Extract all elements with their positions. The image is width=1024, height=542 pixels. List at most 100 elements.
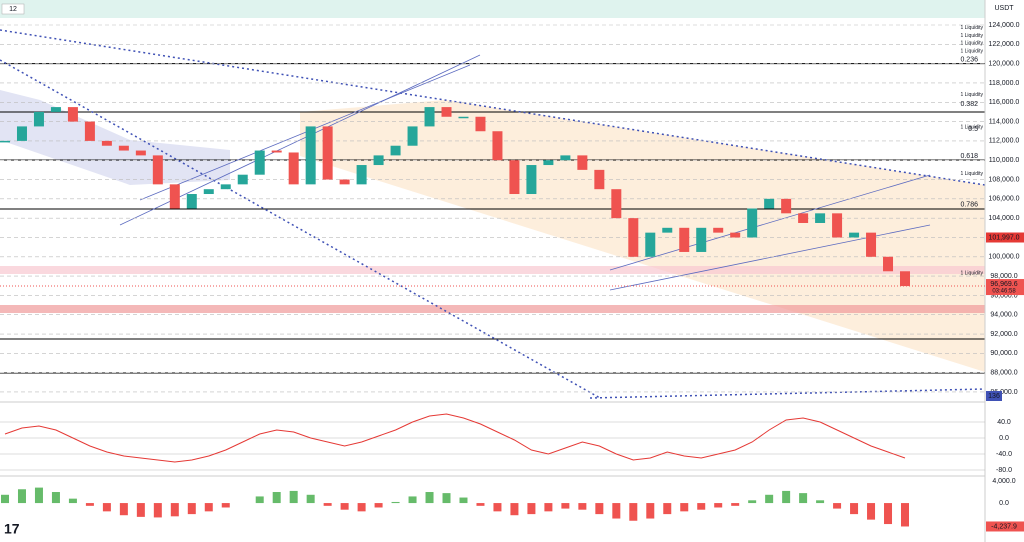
currency-label: USDT xyxy=(994,5,1014,12)
candle xyxy=(186,194,197,209)
candle xyxy=(883,256,894,272)
histogram-bar xyxy=(476,503,485,506)
liquidity-label: 1 Liquidity xyxy=(960,48,983,54)
channel-line xyxy=(139,64,471,201)
y-tick-label: 94,000.0 xyxy=(990,312,1017,319)
histogram-bar xyxy=(493,503,502,512)
price-label: 96,969.6 xyxy=(990,281,1017,288)
histogram-bar xyxy=(510,503,519,516)
histogram-bar xyxy=(697,503,706,510)
candle xyxy=(832,213,843,238)
histogram-bar xyxy=(714,503,723,508)
candle xyxy=(849,232,860,238)
logo: 17 xyxy=(4,521,20,537)
fib-label: 0.382 xyxy=(960,101,978,108)
candle xyxy=(781,198,792,214)
candle xyxy=(679,227,690,252)
y-tick-label: 90,000.0 xyxy=(990,350,1017,357)
candle xyxy=(424,107,435,127)
candle xyxy=(254,150,265,175)
histogram-bar xyxy=(85,503,94,506)
y-tick-label: 104,000.0 xyxy=(988,215,1019,222)
candle xyxy=(16,126,27,141)
candle xyxy=(67,107,78,122)
fib-label: 0.5 xyxy=(968,126,978,133)
y-tick-label: 96,000.0 xyxy=(990,292,1017,299)
y-tick-label: 0.0 xyxy=(999,500,1009,507)
histogram-bar xyxy=(102,503,111,512)
histogram-bar xyxy=(544,503,553,512)
channel-line xyxy=(609,224,931,291)
liquidity-label: 1 Liquidity xyxy=(960,41,983,47)
liquidity-label: 1 Liquidity xyxy=(960,33,983,39)
histogram-bar xyxy=(731,503,740,506)
liquidity-label: 1 Liquidity xyxy=(960,92,983,98)
histogram-bar xyxy=(255,496,264,504)
histogram-bar xyxy=(782,490,791,504)
histogram-bar xyxy=(680,503,689,512)
candle xyxy=(373,155,384,166)
candle xyxy=(628,218,639,257)
histogram-bar xyxy=(340,503,349,510)
fib-label: 0.786 xyxy=(960,201,978,208)
candle xyxy=(696,227,707,252)
histogram-bar xyxy=(765,494,774,504)
histogram-bar xyxy=(323,503,332,506)
histogram-bar xyxy=(816,500,825,504)
histogram-bar xyxy=(833,503,842,509)
candle xyxy=(526,165,537,195)
top-band xyxy=(0,0,985,18)
candle xyxy=(577,155,588,170)
candle xyxy=(339,179,350,185)
histogram-bar xyxy=(136,503,145,517)
y-tick-label: 86,000.0 xyxy=(990,389,1017,396)
candle xyxy=(764,198,775,209)
candle xyxy=(237,174,248,185)
histogram-bar xyxy=(663,503,672,515)
range-fill xyxy=(0,90,230,185)
y-tick-label: 114,000.0 xyxy=(989,118,1020,125)
candle xyxy=(441,107,452,117)
trend-lines xyxy=(0,29,986,399)
candle xyxy=(611,189,622,219)
candle xyxy=(135,150,146,156)
histogram-bar xyxy=(153,503,162,518)
histogram-bar xyxy=(170,503,179,517)
channel-fill xyxy=(300,100,985,372)
trend-line xyxy=(589,388,986,399)
histogram-bar xyxy=(748,500,757,504)
y-tick-label: 4,000.0 xyxy=(992,478,1015,485)
y-tick-label: 110,000.0 xyxy=(989,157,1020,164)
candle xyxy=(203,189,214,195)
liquidity-label: 1 Liquidity xyxy=(960,125,983,131)
histogram-bar xyxy=(34,487,43,504)
trend-line xyxy=(0,29,986,186)
candle xyxy=(509,160,520,195)
candle xyxy=(0,140,10,143)
histogram-bar xyxy=(17,489,26,504)
candle xyxy=(866,232,877,257)
histogram-bar xyxy=(204,503,213,512)
histogram-bar xyxy=(901,503,909,527)
liquidity-label: 1 Liquidity xyxy=(960,171,983,177)
histogram-bar xyxy=(425,492,434,504)
histogram-bar xyxy=(561,503,570,509)
candle xyxy=(152,155,163,185)
y-tick-label: 112,000.0 xyxy=(989,138,1020,145)
histogram-bar xyxy=(357,503,366,512)
y-tick-label: 124,000.0 xyxy=(988,22,1019,29)
histogram-bar xyxy=(850,503,859,515)
y-tick-label: 122,000.0 xyxy=(988,41,1019,48)
y-tick-label: 0.0 xyxy=(999,435,1009,442)
y-tick-label: 92,000.0 xyxy=(990,331,1017,338)
histogram-bar xyxy=(306,494,315,504)
y-tick-label: 40.0 xyxy=(997,419,1011,426)
y-tick-label: 100,000.0 xyxy=(988,254,1019,261)
y-tick-label: 118,000.0 xyxy=(989,80,1020,87)
candle xyxy=(305,126,316,185)
indicator-box xyxy=(1,3,25,15)
y-tick-label: 116,000.0 xyxy=(989,99,1020,106)
candle xyxy=(900,271,910,287)
candle xyxy=(815,213,826,223)
histogram-bar xyxy=(374,503,383,508)
